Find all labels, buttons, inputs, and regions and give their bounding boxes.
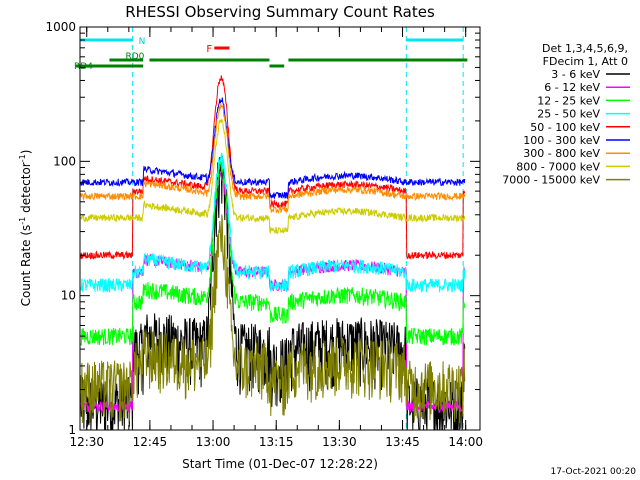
series-line-9: [80, 214, 466, 424]
series-line-8: [80, 118, 466, 235]
y-tick-label: 100: [53, 154, 76, 168]
night-interval-label: N: [139, 37, 146, 47]
flare-interval-label: F: [206, 44, 212, 55]
x-axis: 12:30 12:45 13:00 13:15 13:30 13:45 14:00: [69, 27, 483, 449]
x-tick-label: 13:15: [259, 435, 294, 449]
y-label-part1: Count Rate (s: [19, 225, 33, 307]
legend-entry-label: 3 - 6 keV: [551, 68, 600, 81]
chart-title: RHESSI Observing Summary Count Rates: [125, 3, 435, 21]
series-line-7: [80, 103, 466, 215]
legend-entry-label: 25 - 50 keV: [537, 108, 600, 121]
plot-frame: [79, 26, 481, 431]
generated-timestamp: 17-Oct-2021 00:20: [551, 467, 637, 477]
series-line-4: [80, 152, 466, 293]
rd0-label: RD0: [125, 52, 144, 62]
legend-entry-label: 12 - 25 keV: [537, 94, 600, 107]
y-tick-label: 1000: [45, 20, 76, 34]
x-tick-label: 12:30: [69, 435, 104, 449]
legend-entry-label: 800 - 7000 keV: [516, 160, 600, 173]
x-tick-label: 13:00: [196, 435, 231, 449]
x-tick-label: 13:45: [385, 435, 420, 449]
y-label-part2: detector: [19, 162, 33, 217]
legend-entry-label: 7000 - 15000 keV: [502, 174, 600, 187]
y-label-part3: ): [19, 150, 33, 155]
x-tick-label: 13:30: [322, 435, 357, 449]
y-tick-label: 1: [68, 423, 76, 437]
legend-header-line1: Det 1,3,4,5,6,9,: [542, 42, 628, 55]
y-label-sup1: -1: [18, 217, 27, 225]
series-line-6: [80, 97, 466, 200]
x-axis-label: Start Time (01-Dec-07 12:28:22): [182, 457, 378, 471]
legend-entry-label: 50 - 100 keV: [530, 121, 600, 134]
y-axis: 1 10 100 1000: [45, 20, 480, 437]
legend-entry-label: 100 - 300 keV: [523, 134, 600, 147]
series-line-5: [80, 75, 466, 261]
x-tick-label: 14:00: [448, 435, 483, 449]
y-axis-label: Count Rate (s-1 detector-1): [18, 150, 33, 307]
series-line-3: [80, 160, 466, 346]
legend-header-line2: FDecim 1, Att 0: [543, 55, 628, 68]
legend: Det 1,3,4,5,6,9, FDecim 1, Att 0 3 - 6 k…: [502, 42, 630, 187]
legend-entry-label: 300 - 800 keV: [523, 147, 600, 160]
x-tick-label: 12:45: [133, 435, 168, 449]
y-label-sup2: -1: [18, 154, 27, 162]
legend-entry-label: 6 - 12 keV: [544, 81, 600, 94]
y-tick-label: 10: [61, 289, 76, 303]
